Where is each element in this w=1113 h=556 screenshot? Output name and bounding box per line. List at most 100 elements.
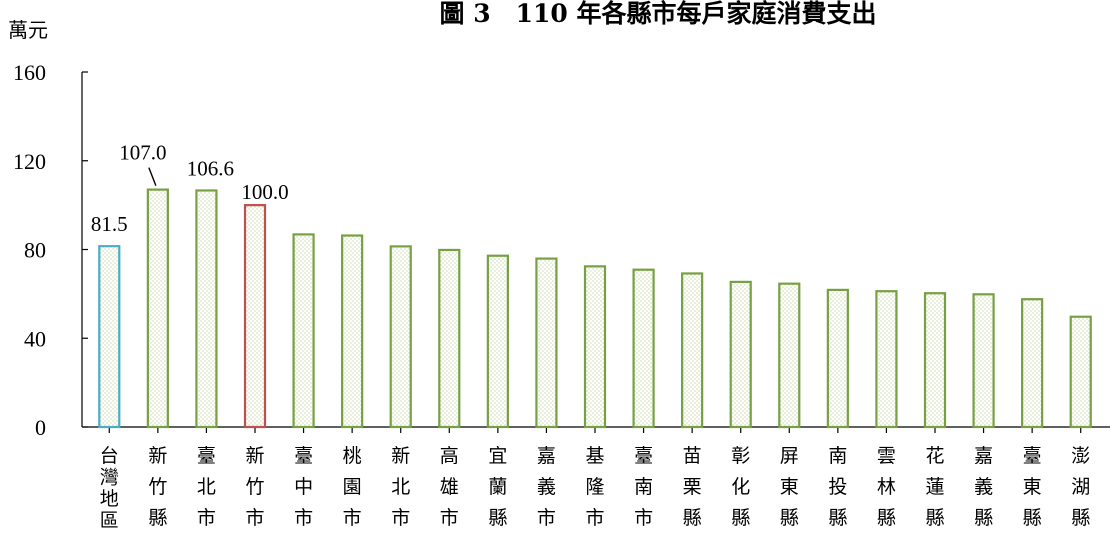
- category-label-char: 區: [100, 510, 119, 532]
- category-label-char: 臺: [197, 445, 216, 467]
- y-tick-label: 40: [24, 326, 46, 351]
- category-label-char: 雄: [440, 476, 459, 498]
- data-label: 106.6: [187, 156, 234, 180]
- bar: [438, 248, 461, 429]
- bar: [729, 280, 752, 429]
- category-label: 苗栗縣: [683, 445, 702, 529]
- bar: [923, 292, 947, 429]
- category-label-char: 台: [100, 445, 119, 467]
- bar: [875, 290, 898, 429]
- category-label: 屏東縣: [780, 445, 799, 529]
- category-label-char: 市: [634, 507, 653, 529]
- category-label-char: 縣: [974, 507, 993, 529]
- bar: [535, 257, 558, 429]
- bars: [98, 188, 1092, 429]
- category-label-char: 地: [100, 488, 119, 510]
- category-label: 彰化縣: [731, 445, 750, 529]
- category-label-char: 基: [585, 445, 604, 467]
- y-tick-label: 80: [24, 238, 46, 263]
- y-tick-label: 0: [35, 415, 46, 440]
- category-label-char: 園: [343, 476, 362, 498]
- category-label-char: 縣: [877, 507, 896, 529]
- category-label-char: 市: [294, 507, 313, 529]
- y-tick-label: 160: [13, 60, 46, 85]
- category-label: 嘉義市: [537, 445, 556, 529]
- category-label-char: 宜: [488, 445, 507, 467]
- bar: [632, 268, 655, 429]
- bar: [146, 188, 169, 429]
- category-label-char: 投: [828, 476, 847, 498]
- leader-line: [148, 167, 157, 186]
- category-label-char: 澎: [1071, 445, 1090, 467]
- bar: [826, 288, 849, 429]
- category-label-char: 市: [440, 507, 459, 529]
- y-axis-unit: 萬元: [8, 18, 48, 42]
- bar: [486, 254, 509, 429]
- category-label: 臺東縣: [1023, 445, 1042, 529]
- category-label-char: 蘭: [488, 476, 507, 498]
- category-label-char: 縣: [828, 507, 847, 529]
- category-label-char: 縣: [780, 507, 799, 529]
- bar: [243, 204, 267, 429]
- category-label-char: 東: [1023, 476, 1042, 498]
- category-label: 基隆市: [585, 445, 604, 529]
- category-label-char: 花: [925, 445, 944, 467]
- category-label-char: 臺: [1023, 445, 1042, 467]
- category-label: 花蓮縣: [925, 445, 944, 529]
- data-labels: 81.5 107.0 106.6 100.0: [91, 141, 289, 237]
- category-label: 桃園市: [343, 445, 362, 529]
- chart-title: 圖 3 110 年各縣市每戶家庭消費支出: [440, 0, 877, 28]
- category-label-char: 東: [780, 476, 799, 498]
- category-label-char: 竹: [245, 476, 264, 498]
- y-tick-label: 120: [13, 149, 46, 174]
- category-label: 臺中市: [294, 445, 313, 529]
- category-label-char: 縣: [731, 507, 750, 529]
- category-label: 南投縣: [828, 445, 847, 529]
- category-label: 新竹市: [245, 445, 264, 529]
- category-label-char: 新: [245, 445, 264, 467]
- category-label: 新竹縣: [148, 445, 167, 529]
- category-label-char: 湖: [1071, 476, 1090, 498]
- category-label: 高雄市: [440, 445, 459, 529]
- category-label-char: 縣: [683, 507, 702, 529]
- category-label-char: 縣: [488, 507, 507, 529]
- category-label-char: 彰: [731, 445, 750, 467]
- category-label-char: 屏: [780, 445, 799, 467]
- bar: [778, 282, 801, 429]
- category-label-char: 新: [391, 445, 410, 467]
- category-label-char: 北: [197, 476, 216, 498]
- category-label-char: 高: [440, 445, 459, 467]
- category-label-char: 隆: [585, 476, 604, 498]
- category-label-char: 林: [877, 476, 896, 498]
- bar: [1069, 315, 1092, 429]
- bar: [292, 233, 315, 429]
- category-label-char: 南: [634, 476, 653, 498]
- category-label: 嘉義縣: [974, 445, 993, 529]
- category-label-char: 南: [828, 445, 847, 467]
- category-label-char: 嘉: [537, 445, 556, 467]
- data-label: 81.5: [91, 212, 128, 236]
- category-label-char: 竹: [148, 476, 167, 498]
- category-label-char: 縣: [1023, 507, 1042, 529]
- category-label-char: 市: [197, 507, 216, 529]
- category-label: 雲林縣: [877, 445, 896, 529]
- category-label-char: 嘉: [974, 445, 993, 467]
- category-label-char: 雲: [877, 445, 896, 467]
- category-label-char: 灣: [100, 467, 119, 489]
- bar: [195, 189, 218, 429]
- category-labels: 台灣地區新竹縣臺北市新竹市臺中市桃園市新北市高雄市宜蘭縣嘉義市基隆市臺南市苗栗縣…: [100, 445, 1090, 532]
- category-label-char: 化: [731, 476, 750, 498]
- category-label-char: 新: [148, 445, 167, 467]
- category-label-char: 縣: [925, 507, 944, 529]
- data-label: 107.0: [119, 141, 166, 165]
- category-label-char: 市: [585, 507, 604, 529]
- category-label-char: 市: [537, 507, 556, 529]
- bar: [972, 293, 995, 429]
- bar: [98, 245, 121, 429]
- category-label: 臺北市: [197, 445, 216, 529]
- category-label-char: 蓮: [925, 476, 944, 498]
- category-label-char: 苗: [683, 445, 702, 467]
- category-label-char: 栗: [683, 476, 702, 498]
